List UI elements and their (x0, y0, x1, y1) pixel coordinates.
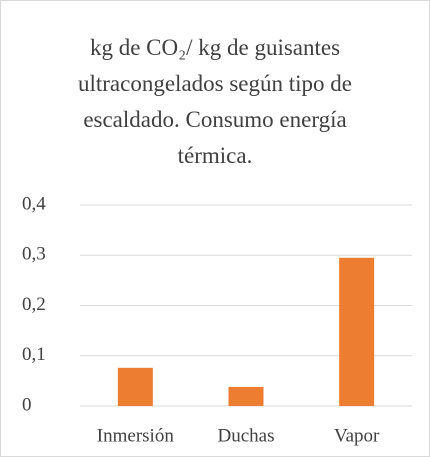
x-tick-label: Inmersión (97, 425, 175, 446)
bar (117, 367, 153, 406)
y-tick-label: 0,3 (22, 244, 46, 265)
y-tick-label: 0 (22, 394, 32, 415)
x-tick-label: Vapor (334, 425, 380, 446)
x-tick-label: Duchas (218, 425, 275, 446)
y-tick-label: 0,4 (22, 193, 46, 214)
chart-title: kg de CO₂/ kg de guisantes ultracongelad… (77, 35, 352, 168)
y-tick-label: 0,2 (22, 294, 46, 315)
y-tick-label: 0,1 (22, 344, 46, 365)
bar (228, 386, 264, 406)
bar (339, 257, 375, 406)
